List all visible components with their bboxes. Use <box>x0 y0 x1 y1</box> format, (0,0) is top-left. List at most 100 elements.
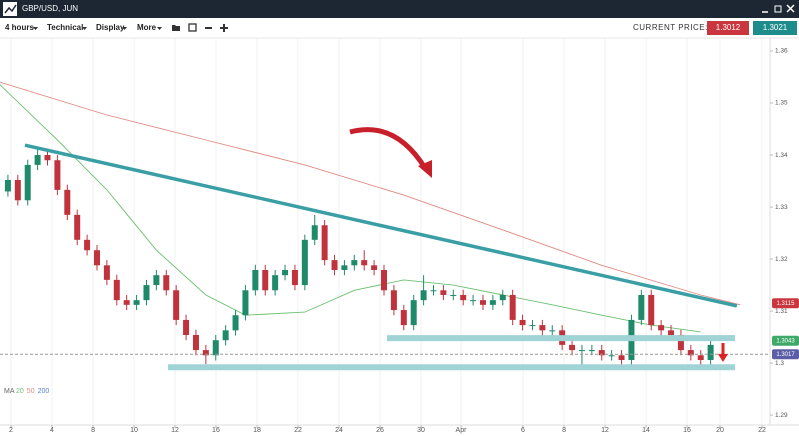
candle-body <box>608 355 615 357</box>
candle-body <box>371 265 378 270</box>
support-zone <box>386 335 736 342</box>
x-tick-label: 16 <box>212 427 220 434</box>
candle-body <box>420 290 427 301</box>
x-tick-label: 4 <box>50 427 54 434</box>
candle-body <box>44 155 51 161</box>
more-menu[interactable]: More <box>137 23 157 32</box>
close-icon[interactable] <box>786 4 795 13</box>
x-tick-label: 10 <box>130 427 138 434</box>
x-tick-label: 8 <box>91 427 95 434</box>
buy-price-box[interactable] <box>753 21 797 35</box>
x-tick-label: 14 <box>642 427 650 434</box>
caret <box>33 27 38 30</box>
sell-price-box[interactable] <box>707 21 749 35</box>
candle-body <box>549 330 556 332</box>
candle-body <box>84 239 91 251</box>
current-price-label: CURRENT PRICE: <box>633 23 708 32</box>
price-tag-label: 1.3043 <box>776 338 795 344</box>
price-tag-label: 1.3115 <box>777 301 796 307</box>
candle-body <box>262 269 269 291</box>
candle-body <box>361 260 368 266</box>
header-bar <box>0 0 799 18</box>
x-tick-label: 22 <box>758 427 766 434</box>
price-tag <box>772 298 799 309</box>
y-tick-label: 1.36 <box>775 48 788 55</box>
candle-body <box>14 180 21 201</box>
candle-body <box>578 350 585 352</box>
x-tick-label: 6 <box>521 427 525 434</box>
caret <box>82 27 87 30</box>
moving-average <box>0 84 701 333</box>
ma-legend-period: 200 <box>38 388 50 395</box>
ma-legend-period: 20 <box>16 388 24 395</box>
candle-body <box>668 330 675 336</box>
candle-body <box>113 279 120 301</box>
timeframe-menu[interactable]: 4 hours <box>5 23 34 32</box>
x-tick-label: 20 <box>716 427 724 434</box>
candle-body <box>341 265 348 270</box>
candle-body <box>569 344 576 351</box>
candle-body <box>272 275 279 291</box>
candle-body <box>430 290 437 292</box>
plot <box>0 38 773 428</box>
down-arrow-head <box>718 354 728 362</box>
support-zone <box>168 364 736 371</box>
candle-body <box>351 260 358 266</box>
x-tick-label: 24 <box>335 427 343 434</box>
candle-body <box>638 294 645 320</box>
candle-body <box>143 285 150 301</box>
candle-body <box>153 275 160 286</box>
candle-body <box>252 269 259 291</box>
candle-body <box>331 260 338 270</box>
price-tag <box>772 349 799 360</box>
candle-body <box>192 335 199 351</box>
popout-icon[interactable] <box>774 5 782 13</box>
candle-body <box>311 225 318 240</box>
y-tick-label: 1.33 <box>775 204 788 211</box>
x-tick-label: 18 <box>253 427 261 434</box>
candle-body <box>282 269 289 276</box>
drawn-arrow <box>349 127 428 170</box>
candle-body <box>173 290 180 320</box>
technical-menu[interactable]: Technical <box>47 23 83 32</box>
candle-body <box>163 275 170 291</box>
candle-body <box>539 325 546 331</box>
candle-body <box>291 269 298 286</box>
candle-body <box>707 344 714 360</box>
candle-body <box>519 319 526 326</box>
zoom-in-icon[interactable] <box>220 24 228 32</box>
candle-body <box>687 350 694 356</box>
drawn-arrow-head <box>418 160 432 178</box>
price-tag <box>772 335 799 346</box>
candle-body <box>103 265 110 280</box>
candle-body <box>381 269 388 291</box>
candle-body <box>64 189 71 215</box>
candle-body <box>658 325 665 331</box>
buy-price: 1.3021 <box>763 23 788 32</box>
save-icon[interactable] <box>188 23 197 32</box>
x-tick-label: 12 <box>171 427 179 434</box>
display-menu[interactable]: Display <box>96 23 125 32</box>
y-tick-label: 1.32 <box>775 256 788 263</box>
candle-body <box>321 225 328 261</box>
candle-body <box>4 180 11 192</box>
app-icon-glyph <box>4 4 17 14</box>
y-tick-label: 1.31 <box>775 308 788 315</box>
sell-price: 1.3012 <box>716 23 741 32</box>
caret <box>122 27 127 30</box>
trendline <box>24 143 738 308</box>
candle-body <box>697 355 704 360</box>
candle-body <box>242 290 249 316</box>
ma-legend-period: 50 <box>27 388 35 395</box>
x-tick-label: 30 <box>417 427 425 434</box>
candle-body <box>123 300 130 305</box>
x-tick-label: 8 <box>562 427 566 434</box>
candle-body <box>133 300 140 305</box>
candle-body <box>588 350 595 352</box>
y-tick-label: 1.29 <box>775 412 788 419</box>
candle-body <box>677 335 684 351</box>
open-icon[interactable] <box>172 25 180 31</box>
candle-body <box>202 350 209 356</box>
candle-body <box>390 290 397 311</box>
